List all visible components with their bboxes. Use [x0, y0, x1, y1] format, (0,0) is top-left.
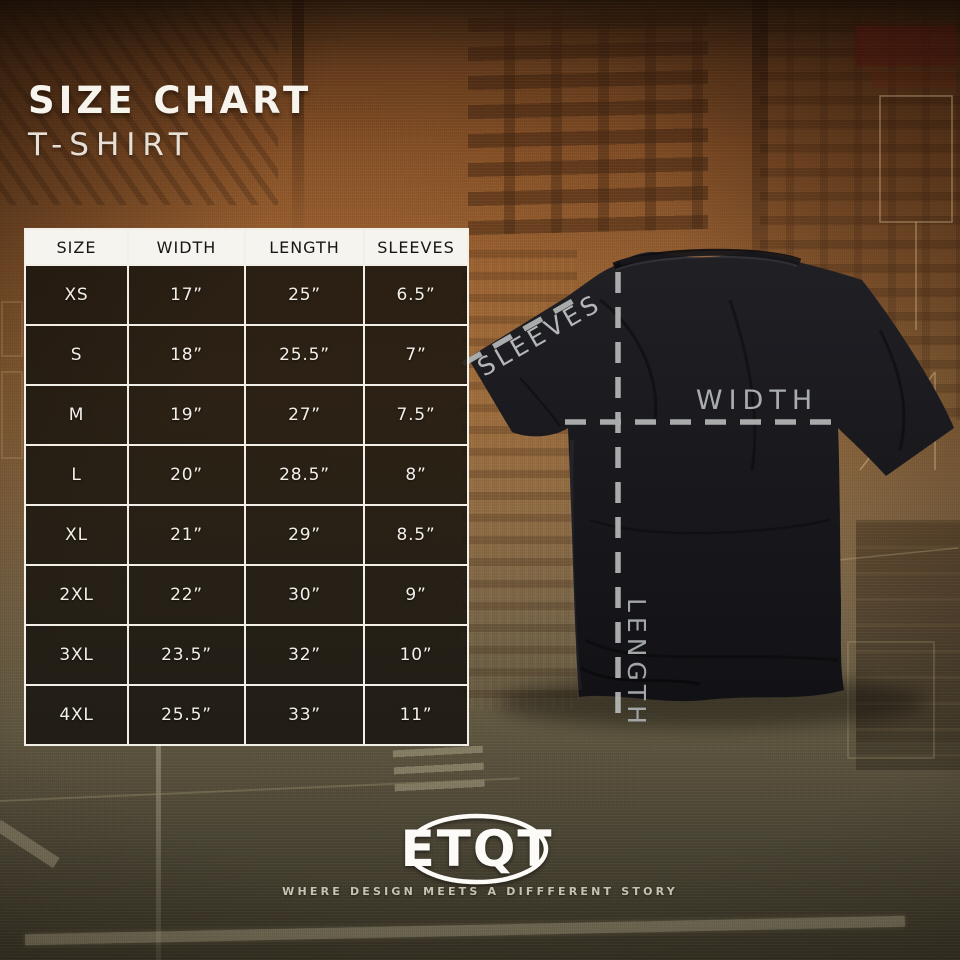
- length-cell: 29”: [244, 504, 365, 566]
- sleeves-cell: 9”: [363, 564, 469, 626]
- width-cell: 21”: [127, 504, 246, 566]
- length-cell: 27”: [244, 384, 365, 446]
- page-title: SIZE CHART: [28, 79, 313, 122]
- title-block: SIZE CHART T-SHIRT: [28, 82, 312, 161]
- table-header-row: SIZE WIDTH LENGTH SLEEVES: [24, 228, 469, 266]
- size-cell: 2XL: [24, 564, 129, 626]
- length-cell: 28.5”: [244, 444, 365, 506]
- length-label: LENGTH: [622, 598, 651, 729]
- size-cell: M: [24, 384, 129, 446]
- width-cell: 18”: [127, 324, 246, 386]
- sleeves-cell: 7.5”: [363, 384, 469, 446]
- width-cell: 20”: [127, 444, 246, 506]
- sleeves-cell: 10”: [363, 624, 469, 686]
- collar-band: [612, 248, 802, 270]
- width-label: WIDTH: [696, 385, 818, 416]
- fabric-wrinkles: [519, 250, 906, 691]
- width-cell: 17”: [127, 264, 246, 326]
- length-cell: 33”: [244, 684, 365, 746]
- width-cell: 25.5”: [127, 684, 246, 746]
- length-cell: 25.5”: [244, 324, 365, 386]
- width-cell: 22”: [127, 564, 246, 626]
- page-subtitle: T-SHIRT: [28, 127, 195, 163]
- header-size: SIZE: [24, 228, 129, 266]
- sleeves-measure-line: [461, 295, 580, 367]
- brand-tagline: WHERE DESIGN MEETS A DIFFFERENT STORY: [282, 885, 678, 898]
- length-cell: 32”: [244, 624, 365, 686]
- width-cell: 19”: [127, 384, 246, 446]
- collar-highlight: [615, 255, 798, 271]
- sleeves-cell: 8.5”: [363, 504, 469, 566]
- size-cell: XL: [24, 504, 129, 566]
- table-row: 4XL 25.5” 33” 11”: [24, 684, 469, 746]
- logo-ellipse-icon: [405, 813, 549, 885]
- table-row: 3XL 23.5” 32” 10”: [24, 624, 469, 686]
- logo-text: ETQT: [401, 820, 554, 878]
- tshirt-silhouette: [468, 251, 954, 702]
- table-row: M 19” 27” 7.5”: [24, 384, 469, 446]
- table-row: XL 21” 29” 8.5”: [24, 504, 469, 566]
- sleeves-cell: 7”: [363, 324, 469, 386]
- size-cell: L: [24, 444, 129, 506]
- size-cell: 3XL: [24, 624, 129, 686]
- table-row: S 18” 25.5” 7”: [24, 324, 469, 386]
- brand-logo: ETQT: [401, 813, 554, 885]
- table-row: L 20” 28.5” 8”: [24, 444, 469, 506]
- sleeves-cell: 6.5”: [363, 264, 469, 326]
- size-cell: 4XL: [24, 684, 129, 746]
- table-row: 2XL 22” 30” 9”: [24, 564, 469, 626]
- header-width: WIDTH: [127, 228, 246, 266]
- measurement-lines: [461, 272, 836, 716]
- length-cell: 30”: [244, 564, 365, 626]
- width-cell: 23.5”: [127, 624, 246, 686]
- length-cell: 25”: [244, 264, 365, 326]
- sleeves-cell: 8”: [363, 444, 469, 506]
- tshirt-diagram: [468, 248, 954, 728]
- size-cell: XS: [24, 264, 129, 326]
- size-table: SIZE WIDTH LENGTH SLEEVES XS 17” 25” 6.5…: [24, 228, 469, 746]
- sleeves-cell: 11”: [363, 684, 469, 746]
- table-row: XS 17” 25” 6.5”: [24, 264, 469, 326]
- size-cell: S: [24, 324, 129, 386]
- header-sleeves: SLEEVES: [363, 228, 469, 266]
- header-length: LENGTH: [244, 228, 365, 266]
